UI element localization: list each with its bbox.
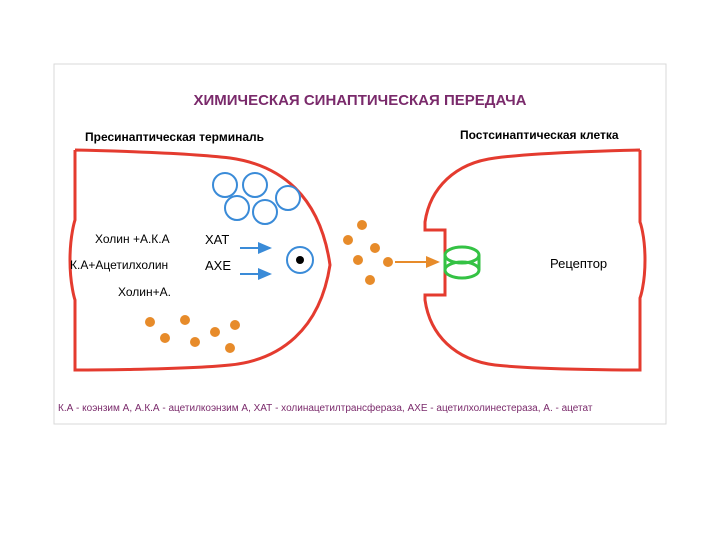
vesicle [225, 196, 249, 220]
neurotransmitter-dot [160, 333, 170, 343]
neurotransmitter-dot [370, 243, 380, 253]
neurotransmitter-cleft-group [343, 220, 393, 285]
neurotransmitter-dot [357, 220, 367, 230]
neurotransmitter-dot [180, 315, 190, 325]
reaction-line1-right: ХАТ [205, 232, 229, 247]
neurotransmitter-dot [383, 257, 393, 267]
receptor-shape [445, 247, 479, 278]
reaction-line3-left: Холин+А. [118, 285, 171, 299]
vesicle [213, 173, 237, 197]
neurotransmitter-dot [230, 320, 240, 330]
receptor-label: Рецептор [550, 256, 607, 271]
vesicle [276, 186, 300, 210]
neurotransmitter-dot [145, 317, 155, 327]
reaction-line2-left: К.А+Ацетилхолин [70, 258, 168, 272]
presynaptic-label: Пресинаптическая терминаль [85, 130, 264, 144]
postsynaptic-label: Постсинаптическая клетка [460, 128, 619, 142]
neurotransmitter-dot [210, 327, 220, 337]
vesicle [253, 200, 277, 224]
neurotransmitter-dot [190, 337, 200, 347]
neurotransmitter-dot [225, 343, 235, 353]
reaction-line2-right: АХЕ [205, 258, 231, 273]
caption-text: К.А - коэнзим А, А.К.А - ацетилкоэнзим А… [58, 403, 592, 414]
fusing-vesicle-dot [296, 256, 304, 264]
reaction-line1-left: Холин +А.К.А [95, 232, 170, 246]
vesicle [243, 173, 267, 197]
neurotransmitter-dot [343, 235, 353, 245]
postsynaptic-membrane [425, 150, 645, 370]
neurotransmitter-dot [353, 255, 363, 265]
diagram-title: ХИМИЧЕСКАЯ СИНАПТИЧЕСКАЯ ПЕРЕДАЧА [0, 92, 720, 109]
neurotransmitter-inside-group [145, 315, 240, 353]
neurotransmitter-dot [365, 275, 375, 285]
